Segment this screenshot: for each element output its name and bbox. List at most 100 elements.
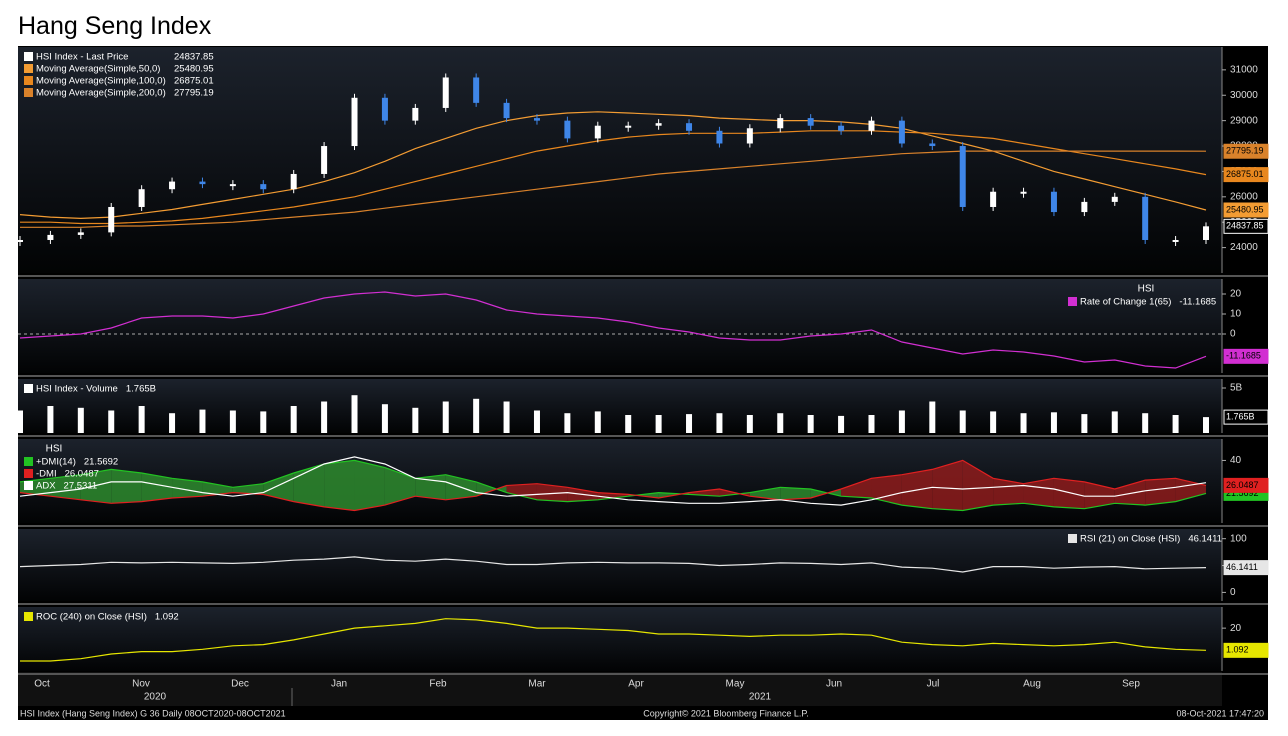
legend-value: 1.765B xyxy=(126,384,156,395)
legend-label: ROC (240) on Close (HSI) xyxy=(36,612,147,623)
legend-label: Moving Average(Simple,100,0) xyxy=(36,76,166,87)
candle-body xyxy=(412,107,419,121)
x-tick-label: Feb xyxy=(429,679,447,690)
x-tick-label: Dec xyxy=(231,679,249,690)
legend-swatch xyxy=(24,481,33,490)
candle-body xyxy=(929,143,936,147)
volume-bar xyxy=(1203,417,1209,433)
volume-bar xyxy=(1111,411,1118,433)
legend-swatch xyxy=(24,457,33,466)
candle-body xyxy=(169,181,176,190)
legend-value: 46.1411 xyxy=(1188,534,1222,545)
volume-bar xyxy=(594,411,601,433)
footer-center: Copyright© 2021 Bloomberg Finance L.P. xyxy=(643,708,809,718)
legend-swatch xyxy=(24,384,33,393)
y-tick-label: 0 xyxy=(1230,587,1236,598)
last-value-tag xyxy=(1223,642,1269,658)
candle-body xyxy=(229,184,236,187)
candle-body xyxy=(17,239,23,242)
x-tick-label: Oct xyxy=(34,679,50,690)
legend-label: HSI Index - Volume xyxy=(36,384,118,395)
dmi-fill xyxy=(172,478,203,498)
volume-bar xyxy=(990,411,997,433)
legend-header: HSI xyxy=(46,444,63,455)
volume-bar xyxy=(473,398,480,433)
y-tick-label: 10 xyxy=(1230,309,1242,320)
candle-body xyxy=(625,125,632,128)
volume-bar xyxy=(169,413,176,433)
last-value-tag xyxy=(1223,560,1269,576)
panel-background xyxy=(18,279,1222,373)
volume-bar xyxy=(959,410,966,433)
legend-label: Rate of Change 1(65) xyxy=(1080,297,1171,308)
dmi-fill xyxy=(932,460,963,511)
x-tick-label: Jan xyxy=(331,679,347,690)
volume-bar xyxy=(533,410,540,433)
y-tick-label: 24000 xyxy=(1230,242,1258,253)
volume-bar xyxy=(199,409,206,433)
last-value-label: 1.765B xyxy=(1226,411,1255,421)
legend-swatch xyxy=(24,469,33,478)
candle-body xyxy=(1111,196,1118,202)
candle-body xyxy=(381,97,388,121)
x-tick-label: May xyxy=(726,679,745,690)
candle-body xyxy=(138,189,145,207)
candle-body xyxy=(321,146,328,174)
dmi-fill xyxy=(1114,480,1146,506)
legend-value: 26875.01 xyxy=(174,76,214,87)
dmi-fill xyxy=(719,489,750,497)
dmi-fill xyxy=(384,467,416,506)
dmi-fill xyxy=(354,460,385,511)
year-label: 2020 xyxy=(144,692,167,703)
dmi-fill xyxy=(476,481,507,497)
dmi-fill xyxy=(324,460,355,511)
last-value-tag xyxy=(1223,167,1269,183)
legend-header: HSI xyxy=(1138,284,1155,295)
y-tick-label: 31000 xyxy=(1230,64,1258,75)
volume-bar xyxy=(1172,415,1179,433)
dmi-fill xyxy=(993,478,1024,506)
volume-bar xyxy=(1081,414,1088,433)
y-tick-label: 20 xyxy=(1230,289,1242,300)
volume-bar xyxy=(290,406,297,433)
last-value-label: 25480.95 xyxy=(1226,204,1264,214)
dmi-fill xyxy=(1053,478,1085,509)
legend-swatch xyxy=(24,52,33,61)
candle-body xyxy=(1203,226,1209,240)
legend-value: 1.092 xyxy=(155,612,179,623)
series-line xyxy=(19,291,1207,369)
last-value-label: 26.0487 xyxy=(1226,480,1259,490)
volume-bar xyxy=(716,413,723,433)
last-value-label: 1.092 xyxy=(1226,645,1249,655)
dmi-fill xyxy=(841,478,872,498)
series-line xyxy=(20,150,1207,228)
y-tick-label: 29000 xyxy=(1230,115,1258,126)
last-value-tag xyxy=(1223,202,1269,218)
last-value-tag xyxy=(1223,143,1269,159)
volume-bar xyxy=(47,406,54,433)
legend-swatch xyxy=(24,88,33,97)
candle-body xyxy=(47,234,54,240)
x-tick-label: Aug xyxy=(1023,679,1041,690)
candle-body xyxy=(1142,196,1149,240)
volume-bar xyxy=(807,415,814,433)
last-value-label: 26875.01 xyxy=(1226,169,1264,179)
candle-body xyxy=(1081,201,1088,213)
y-tick-label: 20 xyxy=(1230,623,1242,634)
volume-bar xyxy=(260,411,267,433)
candle-body xyxy=(838,125,845,131)
legend-label: HSI Index - Last Price xyxy=(36,52,128,63)
dmi-fill xyxy=(901,469,933,509)
volume-bar xyxy=(868,415,875,433)
y-tick-label: 0 xyxy=(1230,329,1236,340)
volume-bar xyxy=(442,401,449,433)
panel-background xyxy=(18,439,1222,523)
volume-bar xyxy=(1142,413,1149,433)
x-tick-label: Apr xyxy=(628,679,644,690)
volume-bar xyxy=(229,410,236,433)
candle-body xyxy=(533,118,540,121)
y-tick-label: 26000 xyxy=(1230,191,1258,202)
candle-body xyxy=(503,102,510,119)
legend-label: -DMI xyxy=(36,469,57,480)
legend-value: 26.0487 xyxy=(65,469,99,480)
